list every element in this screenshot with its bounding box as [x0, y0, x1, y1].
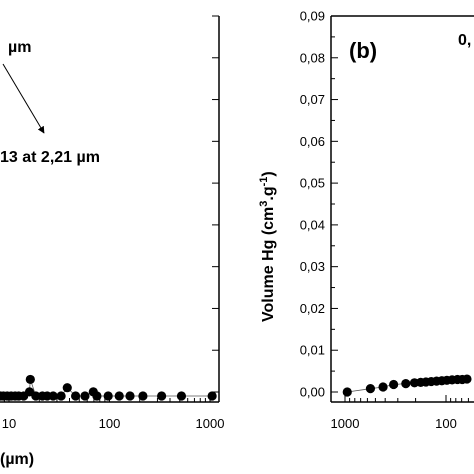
panel-a-annotation-label: 13 at 2,21 µm — [0, 149, 100, 166]
panel-a-x-axis-label: (µm) — [0, 451, 34, 468]
panel-b-y-tick-label: 0,08 — [300, 50, 325, 65]
panel-a-data-point — [125, 391, 135, 401]
panel-b: 0,00 0,01 0,02 0,03 0,04 0,05 0,06 0,07 0,08 0,09… — [258, 9, 474, 431]
panel-a-annotation-arrow — [2, 63, 45, 134]
panel-a-points — [0, 374, 217, 401]
panel-a-x-tick-label: 100 — [99, 416, 121, 431]
panel-a-data-point — [176, 391, 187, 401]
panel-a-data-point — [48, 391, 58, 401]
panel-a-data-point — [114, 391, 124, 401]
panel-a-data-point — [71, 391, 81, 401]
panel-b-y-tick-label: 0,03 — [300, 259, 325, 274]
panel-b-y-axis-label: Volume Hg (cm3.g-1) — [258, 171, 277, 322]
panel-a-data-point — [157, 391, 167, 401]
panel-a-data-point — [56, 391, 66, 401]
panel-b-y-tick-label: 0,09 — [300, 9, 325, 24]
panel-b-y-tick-label: 0,02 — [300, 301, 325, 316]
panel-a-data-point — [138, 391, 148, 401]
panel-a-data-point — [207, 391, 217, 401]
panel-b-x-tick-label: 1000 — [331, 416, 360, 431]
panel-b-label: (b) — [349, 38, 377, 63]
panel-b-data-point — [401, 379, 411, 389]
panel-b-data-point — [365, 384, 376, 394]
panel-b-y-tick-label: 0,00 — [300, 385, 325, 400]
panel-b-points — [342, 374, 472, 397]
panel-a-annotation-top: µm — [8, 39, 31, 56]
panel-b-data-point — [342, 387, 352, 397]
panel-b-header-text: 0, — [458, 32, 471, 49]
panel-a-x-tick-label: 1000 — [196, 416, 225, 431]
panel-a-data-point — [31, 391, 41, 401]
panel-b-x-tick-label: 100 — [435, 416, 457, 431]
panel-b-y-tick-label: 0,05 — [300, 176, 325, 191]
panel-a: 10 100 1000 µm 13 at 2,21 µm (µm) — [0, 15, 225, 468]
panel-b-y-tick-label: 0,01 — [300, 343, 325, 358]
panel-b-y-tick-label: 0,06 — [300, 134, 325, 149]
panel-b-y-tick-label: 0,04 — [300, 217, 325, 232]
panel-b-y-tick-label: 0,07 — [300, 92, 325, 107]
panel-a-data-point — [92, 391, 102, 401]
panel-a-data-point — [103, 391, 113, 401]
panel-a-data-point — [62, 383, 72, 393]
panel-b-data-point — [378, 382, 388, 392]
panel-a-data-point — [80, 391, 90, 401]
panel-b-data-point — [462, 374, 472, 384]
panel-a-data-point — [25, 374, 35, 385]
panel-a-y-ticks — [212, 15, 219, 393]
panel-b-data-point — [389, 379, 399, 390]
panel-b-y-ticks: 0,00 0,01 0,02 0,03 0,04 0,05 0,06 0,07 0,08 0,09 — [300, 9, 338, 400]
panel-b-x-ticks: 1000 100 — [331, 395, 469, 431]
panel-a-x-tick-label: 10 — [2, 416, 16, 431]
